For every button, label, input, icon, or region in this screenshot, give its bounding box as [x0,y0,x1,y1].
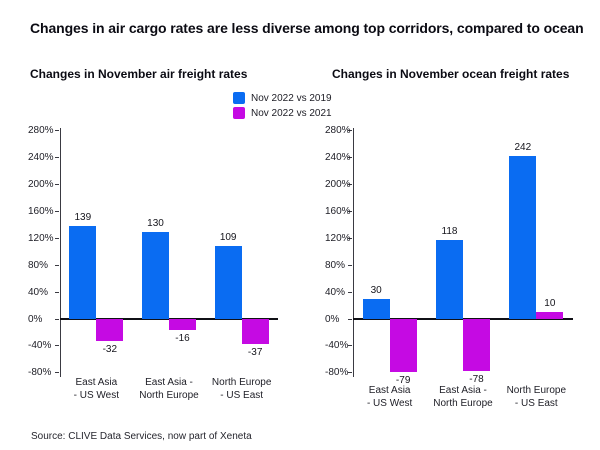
y-tick-mark [55,372,59,374]
y-axis-line [353,127,354,377]
y-tick-label: -40% [28,340,52,352]
y-tick-mark [55,264,59,266]
y-tick-mark [55,237,59,239]
bar-value-label: -78 [469,374,484,386]
bar-value-label: -37 [247,346,263,358]
y-tick-mark [55,184,59,186]
chart-subtitle-air: Changes in November air freight rates [30,67,248,81]
y-tick-mark [348,184,352,186]
y-tick-mark [55,157,59,159]
y-tick-label: -80% [325,367,349,379]
bar-series-0 [362,298,390,319]
y-tick-label: 200% [325,179,351,191]
y-tick-label: 280% [325,125,351,137]
y-tick-mark [348,210,352,212]
bar-series-1 [96,319,124,341]
category-label: East Asia - North Europe [433,385,493,409]
bar-value-label: 130 [147,217,164,229]
bar-value-label: -16 [175,332,190,344]
y-tick-label: 240% [325,152,351,164]
bar-series-1 [169,319,196,330]
y-tick-label: 160% [28,205,54,217]
y-tick-label: 40% [325,286,346,298]
y-tick-mark [348,157,352,159]
y-tick-label: -40% [325,340,349,352]
y-tick-label: 280% [28,125,54,137]
legend-swatch-blue [233,92,245,104]
chart-subtitle-ocean: Changes in November ocean freight rates [332,67,570,81]
y-tick-mark [55,291,59,293]
y-tick-label: 240% [28,152,54,164]
category-label: East Asia - US West [366,385,413,409]
bar-value-label: 109 [219,231,237,243]
ocean-freight-chart: 280% 240% 200% 160% 120% 80% 40% 0% -40% -80% 30 -7… [315,120,585,420]
bar-series-0 [142,231,169,319]
y-tick-label: 120% [28,232,54,244]
legend-swatch-magenta [233,107,245,119]
y-tick-mark [55,210,59,212]
air-freight-chart: 280% 240% 200% 160% 120% 80% 40% 0% -40% -80% 139 -… [22,120,292,420]
y-tick-mark [348,237,352,239]
legend-item-2021: Nov 2022 vs 2021 [233,107,332,119]
bar-series-0 [69,225,97,319]
bar-value-label: -79 [395,375,411,387]
y-tick-mark [348,372,352,374]
bar-value-label: 30 [370,284,382,296]
legend-label-2021: Nov 2022 vs 2021 [251,107,332,119]
y-tick-mark [348,318,352,320]
y-tick-label: 0% [325,313,340,325]
chart-legend: Nov 2022 vs 2019 Nov 2022 vs 2021 [233,92,332,119]
bar-value-label: 242 [514,142,532,154]
bar-value-label: -32 [102,343,118,355]
bar-series-1 [389,319,417,373]
category-label: North Europe - US East [506,385,567,409]
bar-value-label: 10 [544,298,556,310]
y-tick-mark [55,318,59,320]
y-tick-mark [348,291,352,293]
y-tick-mark [348,130,352,132]
bar-series-1 [241,319,269,344]
bar-value-label: 118 [441,225,458,237]
y-tick-mark [55,345,59,347]
legend-label-2019: Nov 2022 vs 2019 [251,92,332,104]
y-tick-label: 0% [28,313,43,325]
y-tick-label: 160% [325,205,351,217]
y-tick-label: 200% [28,179,54,191]
y-axis-line [60,127,61,377]
y-tick-label: 120% [325,232,351,244]
legend-item-2019: Nov 2022 vs 2019 [233,92,332,104]
page-title: Changes in air cargo rates are less dive… [30,20,584,36]
source-note: Source: CLIVE Data Services, now part of… [31,431,252,442]
bar-series-1 [463,319,490,372]
bar-series-1 [536,312,564,319]
y-tick-mark [348,345,352,347]
bar-series-0 [214,245,242,319]
category-label: North Europe - US East [211,377,272,401]
y-tick-label: 40% [28,286,49,298]
bar-series-0 [436,239,463,319]
y-tick-label: 80% [325,259,346,271]
bar-value-label: 139 [74,211,92,223]
y-tick-label: 80% [28,259,49,271]
y-tick-label: -80% [28,367,52,379]
y-tick-mark [55,130,59,132]
y-tick-mark [348,264,352,266]
category-label: East Asia - North Europe [139,377,199,401]
category-label: East Asia - US West [73,377,120,401]
bar-series-0 [509,156,537,319]
